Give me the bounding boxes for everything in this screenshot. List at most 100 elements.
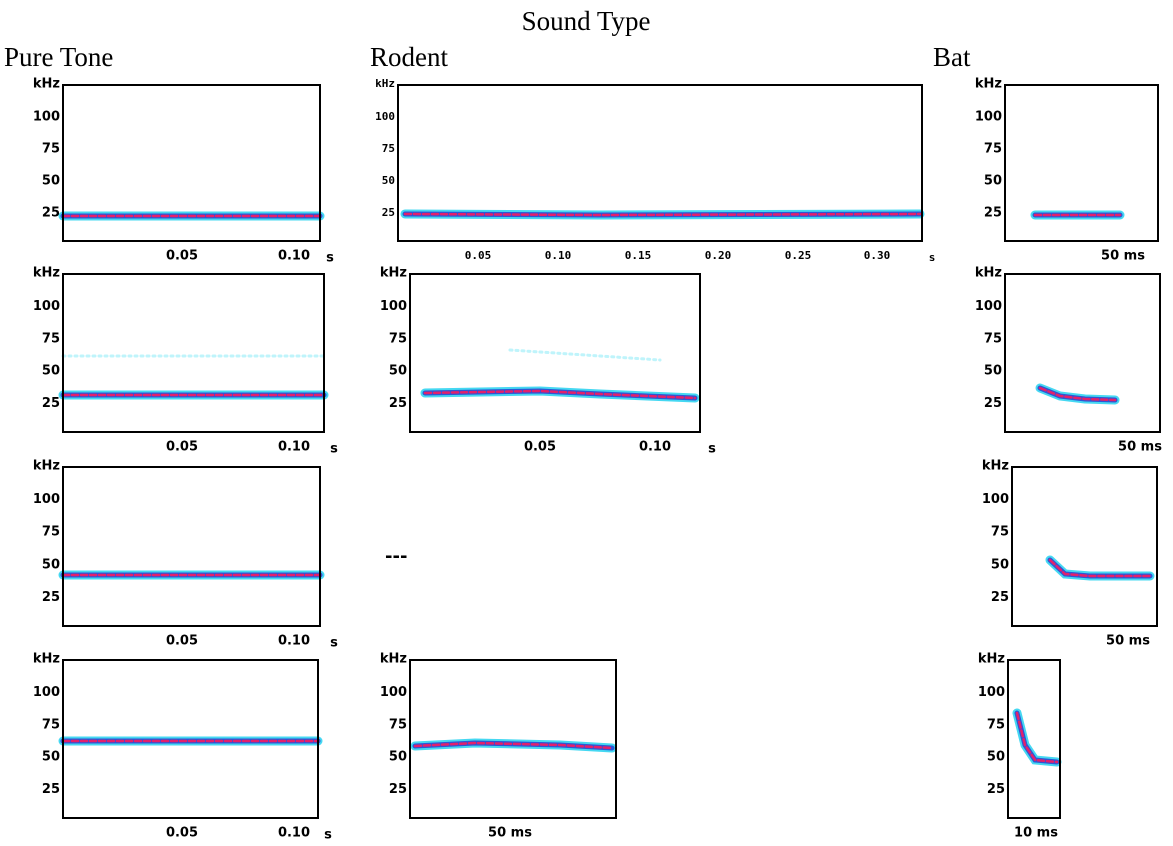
x-tick-label: 0.15 [625, 249, 652, 262]
trace-core [1015, 711, 1059, 764]
panel-frame [62, 466, 321, 627]
y-tick-label: 100 [375, 110, 395, 123]
x-tick-label: 0.05 [166, 634, 198, 649]
y-tick-label: 25 [389, 396, 407, 411]
panel-frame [1011, 466, 1158, 627]
x-tick-label: 50 ms [1106, 634, 1150, 649]
x-tick-label: 0.10 [639, 440, 671, 455]
y-tick-label: 75 [42, 717, 60, 732]
y-unit: kHz [33, 266, 60, 281]
y-tick-label: 50 [42, 750, 60, 765]
y-tick-label: 25 [984, 206, 1002, 221]
column-label: Bat [933, 42, 971, 72]
y-tick-label: 100 [380, 299, 407, 314]
x-tick-label: 50 ms [488, 826, 532, 841]
x-tick-label: 0.05 [166, 249, 198, 264]
y-tick-label: 75 [42, 142, 60, 157]
y-unit: kHz [33, 77, 60, 92]
y-tick-label: 75 [42, 331, 60, 346]
panel-frame [397, 84, 923, 242]
column-label: Rodent [370, 42, 448, 72]
y-tick-label: 75 [984, 142, 1002, 157]
y-tick-label: 25 [389, 782, 407, 797]
y-tick-label: 100 [33, 299, 60, 314]
y-tick-label: 50 [382, 174, 395, 187]
x-tick-label: 0.30 [864, 249, 891, 262]
y-tick-label: 50 [42, 174, 60, 189]
placeholder: --- [385, 546, 407, 567]
trace-core [423, 389, 697, 400]
y-unit: kHz [380, 266, 407, 281]
x-unit: s [330, 636, 338, 651]
x-tick-label: 0.25 [785, 249, 812, 262]
x-unit: s [708, 442, 716, 457]
faint-harmonic [508, 348, 662, 362]
x-tick-label: 0.10 [278, 634, 310, 649]
x-tick-label: 50 ms [1101, 249, 1145, 264]
y-tick-label: 75 [984, 331, 1002, 346]
y-unit: kHz [978, 652, 1005, 667]
y-tick-label: 100 [33, 110, 60, 125]
y-tick-label: 25 [42, 590, 60, 605]
y-tick-label: 75 [389, 331, 407, 346]
y-tick-label: 100 [982, 492, 1009, 507]
x-tick-label: 0.10 [278, 826, 310, 841]
trace-core [1048, 558, 1152, 578]
x-tick-label: 0.05 [166, 440, 198, 455]
trace-core [1038, 386, 1117, 402]
y-tick-label: 100 [380, 685, 407, 700]
x-tick-label: 0.05 [524, 440, 556, 455]
panel-frame [62, 84, 321, 242]
x-tick-label: 0.05 [166, 826, 198, 841]
panel-frame [1004, 273, 1161, 433]
y-tick-label: 50 [987, 750, 1005, 765]
y-tick-label: 25 [42, 396, 60, 411]
figure-title: Sound Type [522, 6, 651, 36]
y-tick-label: 75 [382, 142, 395, 155]
x-tick-label: 10 ms [1014, 826, 1058, 841]
y-unit: kHz [975, 266, 1002, 281]
x-tick-label: 0.10 [545, 249, 572, 262]
y-unit: kHz [375, 77, 395, 90]
x-tick-label: 0.20 [705, 249, 732, 262]
trace-core [413, 741, 614, 750]
y-tick-label: 100 [975, 299, 1002, 314]
y-tick-label: 75 [42, 525, 60, 540]
x-tick-label: 50 ms [1118, 440, 1162, 455]
y-tick-label: 25 [984, 396, 1002, 411]
y-tick-label: 75 [987, 717, 1005, 732]
panel-frame [409, 659, 617, 819]
x-unit: s [324, 828, 332, 843]
y-tick-label: 100 [33, 685, 60, 700]
y-tick-label: 50 [389, 750, 407, 765]
y-tick-label: 50 [42, 557, 60, 572]
y-tick-label: 50 [991, 557, 1009, 572]
x-unit: s [326, 251, 334, 266]
x-unit: s [330, 442, 338, 457]
y-tick-label: 25 [42, 206, 60, 221]
y-tick-label: 75 [389, 717, 407, 732]
column-label: Pure Tone [4, 42, 113, 72]
panel-frame [1004, 84, 1159, 242]
x-tick-label: 0.10 [278, 440, 310, 455]
y-tick-label: 25 [382, 206, 395, 219]
x-unit: s [929, 251, 936, 264]
y-tick-label: 25 [991, 590, 1009, 605]
panel-frame [62, 659, 319, 819]
y-unit: kHz [982, 459, 1009, 474]
y-tick-label: 100 [978, 685, 1005, 700]
y-tick-label: 100 [975, 110, 1002, 125]
y-tick-label: 50 [984, 364, 1002, 379]
y-tick-label: 75 [991, 525, 1009, 540]
y-tick-label: 25 [42, 782, 60, 797]
y-unit: kHz [380, 652, 407, 667]
panel-frame [1007, 659, 1061, 819]
y-unit: kHz [33, 459, 60, 474]
y-tick-label: 100 [33, 492, 60, 507]
y-unit: kHz [33, 652, 60, 667]
y-tick-label: 50 [42, 364, 60, 379]
y-tick-label: 50 [389, 364, 407, 379]
y-tick-label: 50 [984, 174, 1002, 189]
panel-frame [409, 273, 701, 433]
